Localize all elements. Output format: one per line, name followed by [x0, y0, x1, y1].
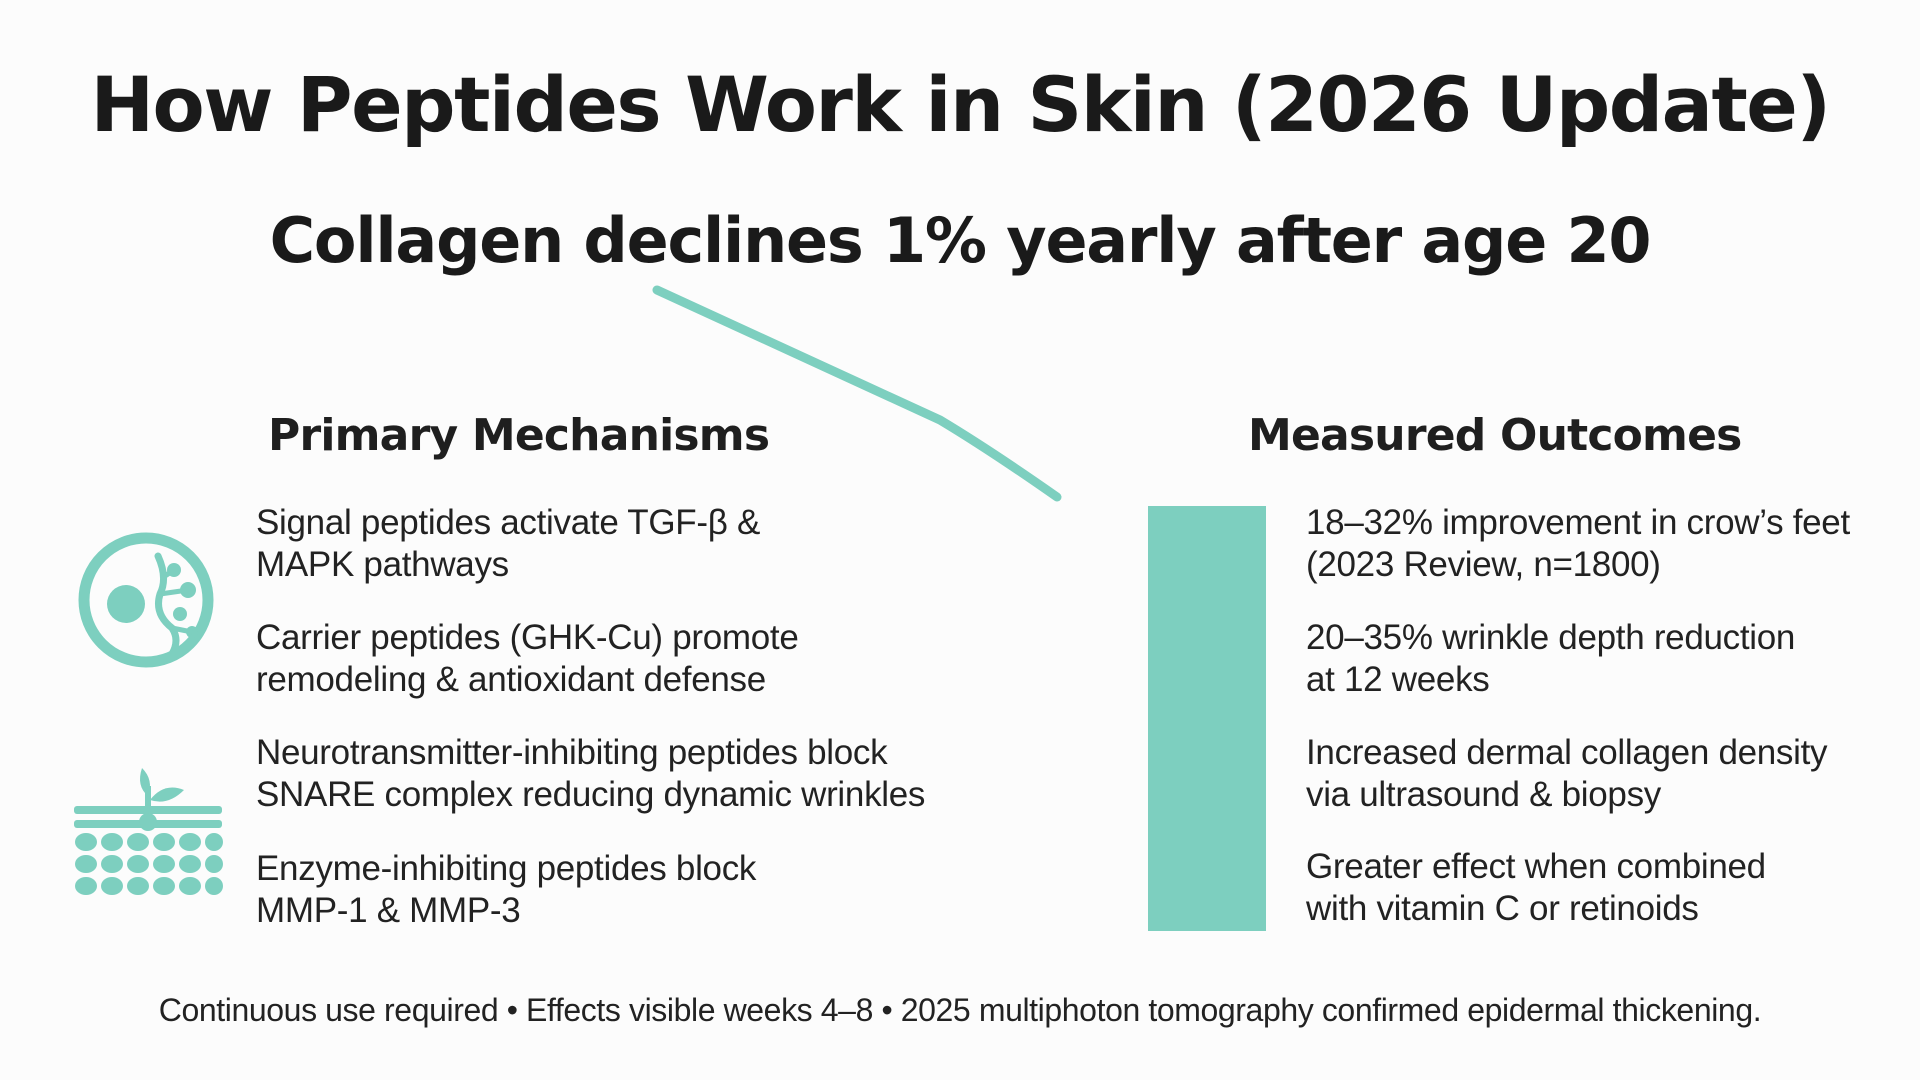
footer-note: Continuous use required • Effects visibl… [158, 992, 1762, 1028]
cell-icon [78, 532, 214, 668]
outcome-bar [1148, 506, 1266, 931]
page-subtitle: Collagen declines 1% yearly after age 20 [269, 204, 1652, 277]
mechanism-item: Neurotransmitter-inhibiting peptides blo… [256, 733, 926, 814]
outcome-item: 18–32% improvement in crow’s feet (2023 … [1306, 503, 1850, 584]
outcome-item: 20–35% wrinkle depth reduction at 12 wee… [1306, 618, 1796, 699]
outcomes-heading: Measured Outcomes [1248, 410, 1742, 461]
mechanisms-heading: Primary Mechanisms [268, 410, 770, 461]
skin-layers-icon [74, 768, 223, 895]
mechanism-item: Carrier peptides (GHK-Cu) promote remode… [256, 618, 799, 699]
outcome-item: Greater effect when combined with vitami… [1306, 847, 1766, 928]
outcome-item: Increased dermal collagen density via ul… [1306, 733, 1828, 814]
mechanism-item: Signal peptides activate TGF-β & MAPK pa… [256, 503, 761, 584]
page-title: How Peptides Work in Skin (2026 Update) [90, 60, 1831, 149]
mechanism-item: Enzyme-inhibiting peptides block MMP-1 &… [256, 849, 757, 930]
